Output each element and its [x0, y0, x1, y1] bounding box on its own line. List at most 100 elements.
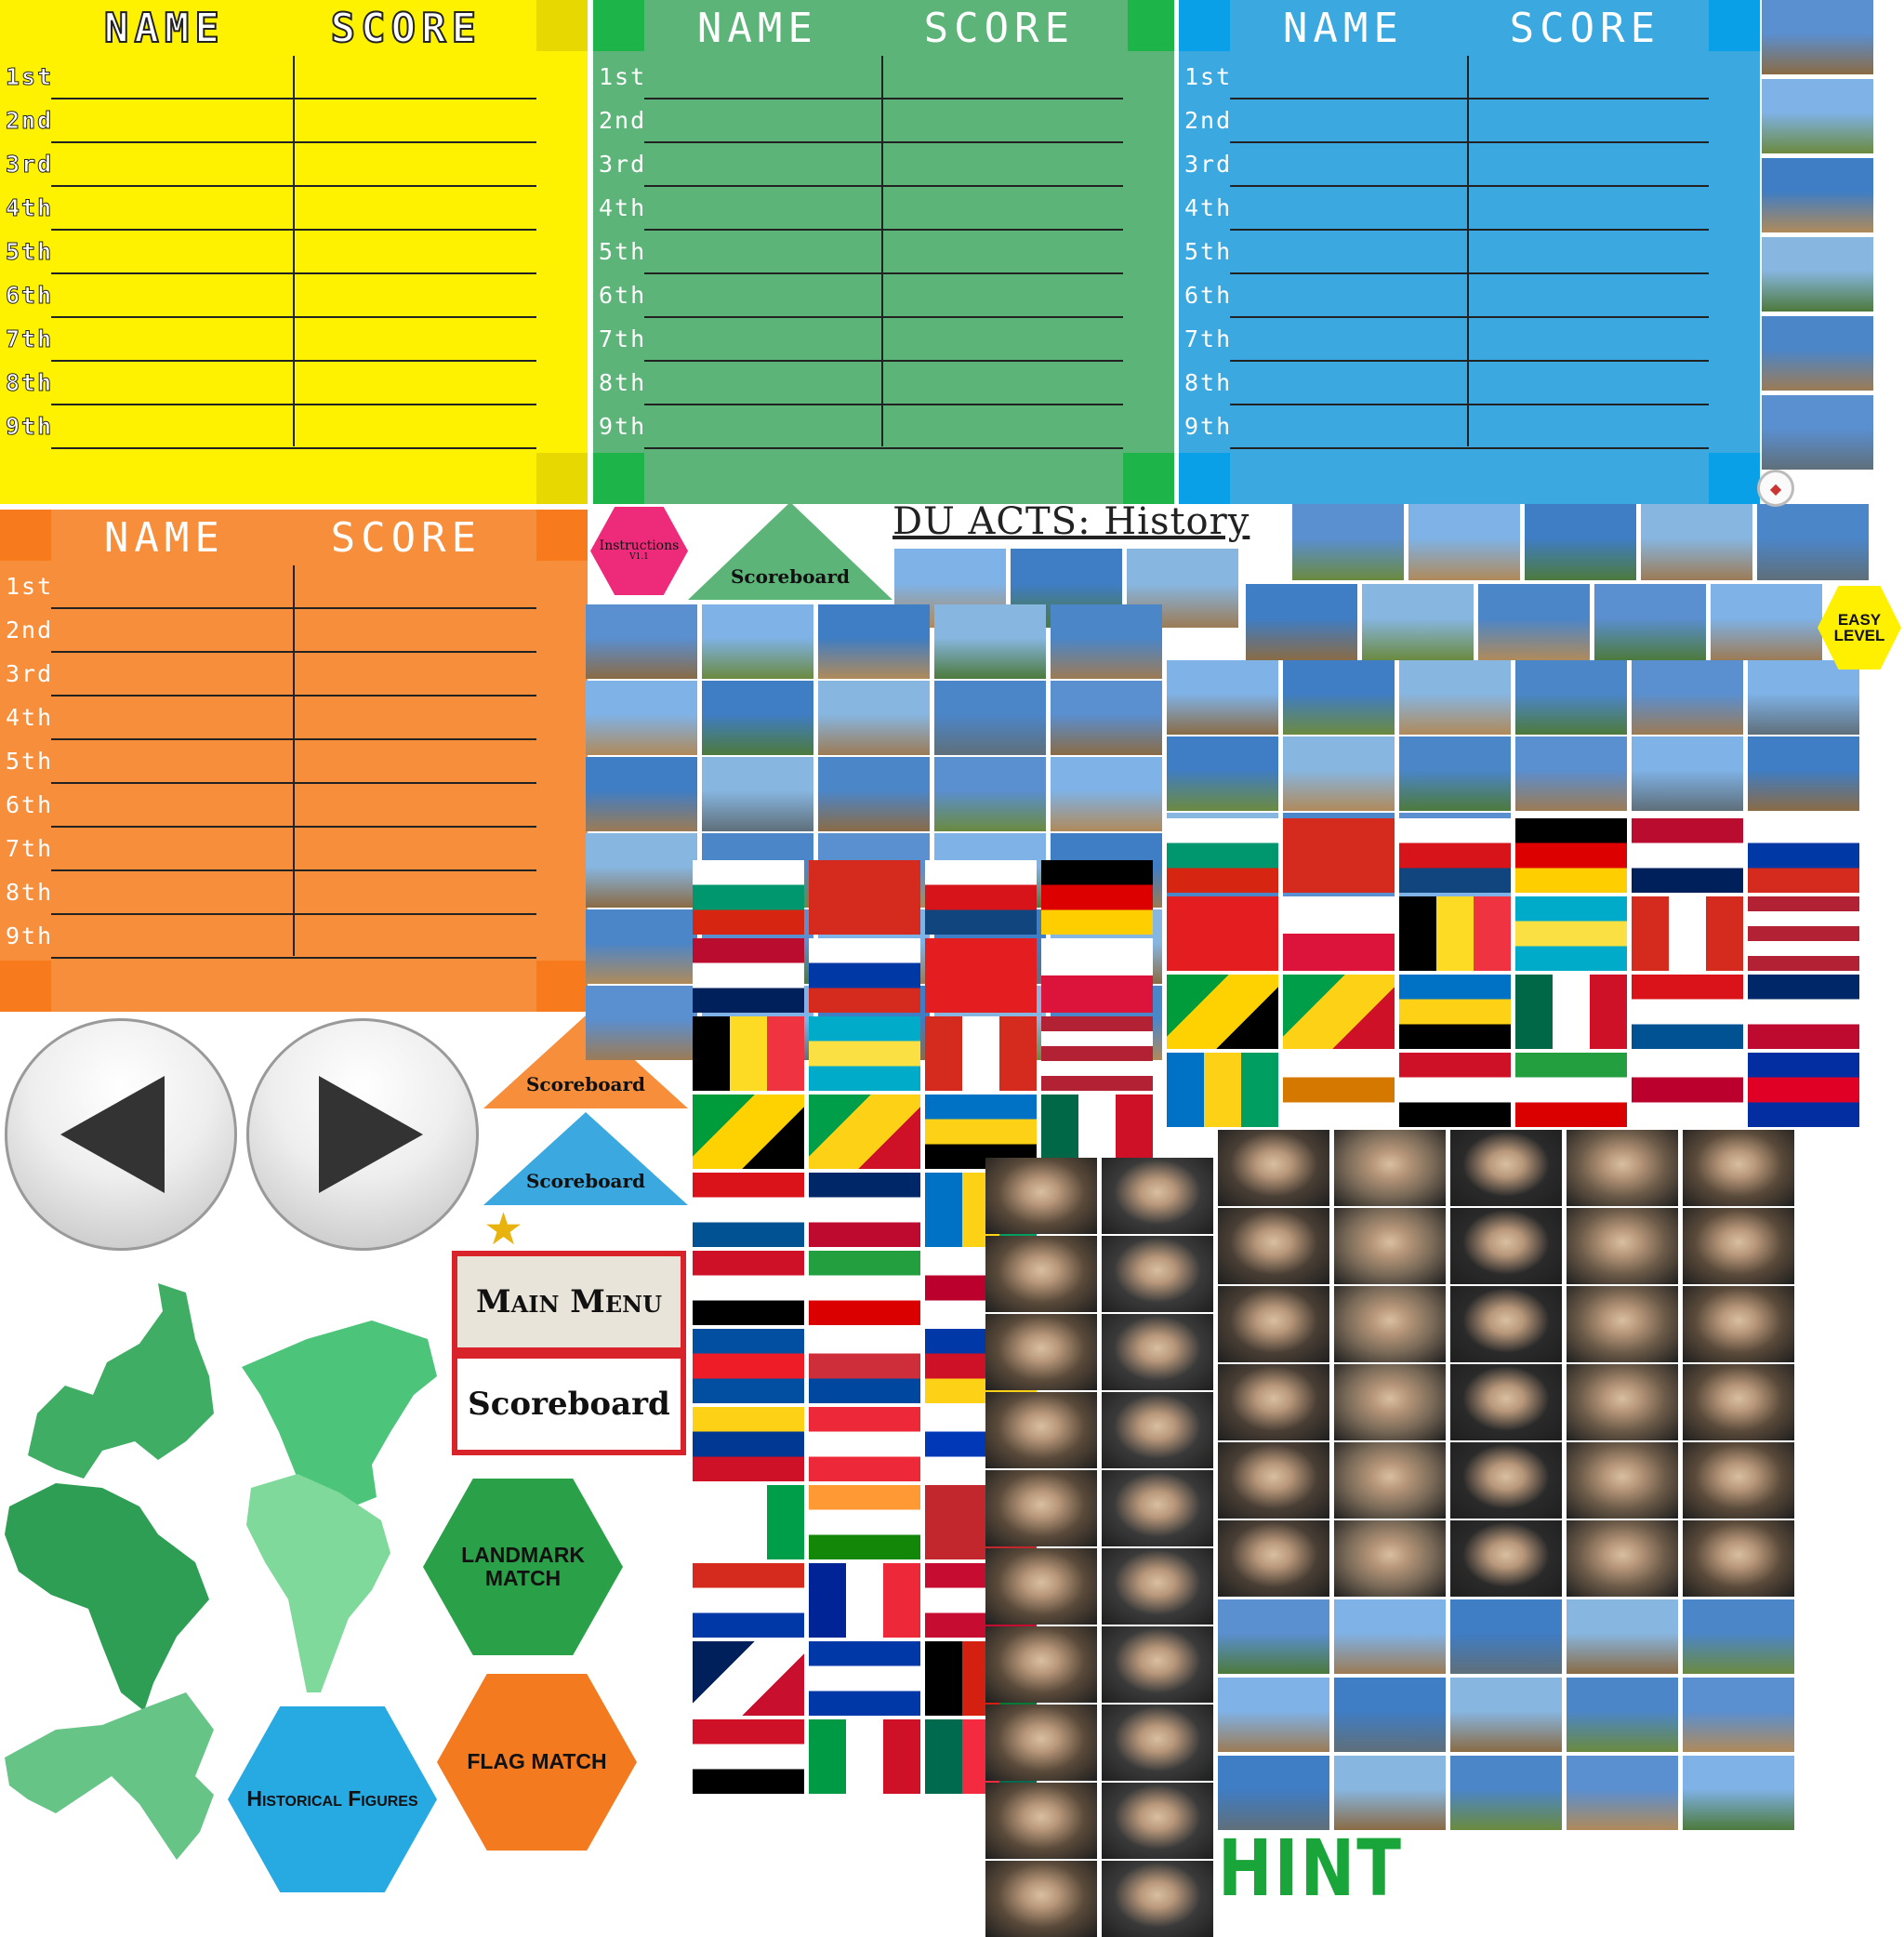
landmark-photo[interactable] — [1757, 504, 1869, 580]
historical-figure-portrait[interactable] — [1567, 1442, 1678, 1519]
country-flag[interactable] — [693, 938, 804, 1013]
country-flag[interactable] — [809, 1251, 920, 1325]
historical-figure-portrait[interactable] — [985, 1470, 1097, 1546]
historical-figure-portrait[interactable] — [1683, 1286, 1794, 1362]
landmark-photo[interactable] — [1283, 660, 1395, 735]
country-flag[interactable] — [1515, 896, 1627, 971]
country-flag[interactable] — [1167, 1053, 1278, 1127]
country-flag[interactable] — [809, 1173, 920, 1247]
flag-match-button[interactable]: FLAG MATCH — [437, 1674, 637, 1851]
country-flag[interactable] — [925, 938, 1037, 1013]
country-flag[interactable] — [925, 1095, 1037, 1169]
historical-figure-portrait[interactable] — [1567, 1520, 1678, 1597]
landmark-photo[interactable] — [1683, 1599, 1794, 1674]
country-flag[interactable] — [1748, 1053, 1859, 1127]
historical-figure-portrait[interactable] — [1102, 1783, 1213, 1859]
landmark-photo[interactable] — [586, 681, 697, 755]
country-flag[interactable] — [1632, 1053, 1743, 1127]
historical-figure-portrait[interactable] — [1102, 1705, 1213, 1781]
country-flag[interactable] — [1632, 975, 1743, 1049]
country-flag[interactable] — [809, 1407, 920, 1481]
country-flag[interactable] — [1632, 818, 1743, 893]
africa-map[interactable] — [5, 1483, 209, 1711]
historical-figure-portrait[interactable] — [1102, 1470, 1213, 1546]
landmark-photo[interactable] — [1683, 1678, 1794, 1752]
landmark-photo[interactable] — [1762, 158, 1873, 232]
landmark-photo[interactable] — [1567, 1678, 1678, 1752]
north-america-map[interactable] — [242, 1320, 437, 1534]
country-flag[interactable] — [1748, 975, 1859, 1049]
historical-figure-portrait[interactable] — [1102, 1314, 1213, 1390]
landmark-photo[interactable] — [1525, 504, 1636, 580]
historical-figure-portrait[interactable] — [1334, 1286, 1446, 1362]
historical-figure-portrait[interactable] — [1450, 1130, 1562, 1206]
scoreboard-button-rect[interactable]: Scoreboard — [452, 1353, 686, 1455]
landmark-photo[interactable] — [1748, 660, 1859, 735]
historical-figure-portrait[interactable] — [1334, 1520, 1446, 1597]
landmark-photo[interactable] — [702, 757, 813, 831]
hint-button[interactable]: HINT — [1218, 1823, 1403, 1915]
historical-figure-portrait[interactable] — [1102, 1548, 1213, 1625]
country-flag[interactable] — [809, 1719, 920, 1794]
landmark-photo[interactable] — [1334, 1678, 1446, 1752]
historical-figure-portrait[interactable] — [1683, 1520, 1794, 1597]
historical-figure-portrait[interactable] — [1102, 1861, 1213, 1937]
landmark-photo[interactable] — [1218, 1599, 1329, 1674]
landmark-photo[interactable] — [1218, 1678, 1329, 1752]
country-flag[interactable] — [693, 1016, 804, 1091]
landmark-photo[interactable] — [1246, 584, 1357, 660]
landmark-photo[interactable] — [1683, 1756, 1794, 1830]
historical-figure-portrait[interactable] — [985, 1392, 1097, 1468]
landmark-photo[interactable] — [1748, 736, 1859, 811]
country-flag[interactable] — [693, 860, 804, 935]
historical-figure-portrait[interactable] — [1567, 1130, 1678, 1206]
landmark-photo[interactable] — [1762, 0, 1873, 74]
europe-map[interactable] — [28, 1283, 214, 1479]
country-flag[interactable] — [1167, 975, 1278, 1049]
country-flag[interactable] — [809, 1016, 920, 1091]
historical-figure-portrait[interactable] — [1218, 1286, 1329, 1362]
historical-figure-portrait[interactable] — [1450, 1286, 1562, 1362]
country-flag[interactable] — [693, 1095, 804, 1169]
landmark-photo[interactable] — [1408, 504, 1520, 580]
scoreboard-button-blue[interactable]: Scoreboard — [483, 1112, 688, 1205]
landmark-photo[interactable] — [1399, 736, 1511, 811]
country-flag[interactable] — [809, 938, 920, 1013]
country-flag[interactable] — [693, 1407, 804, 1481]
historical-figure-portrait[interactable] — [1102, 1626, 1213, 1703]
landmark-photo[interactable] — [1567, 1756, 1678, 1830]
country-flag[interactable] — [693, 1641, 804, 1716]
landmark-photo[interactable] — [1167, 736, 1278, 811]
landmark-photo[interactable] — [1762, 79, 1873, 153]
country-flag[interactable] — [1041, 1095, 1153, 1169]
landmark-photo[interactable] — [586, 604, 697, 679]
historical-figure-portrait[interactable] — [1334, 1442, 1446, 1519]
landmark-photo[interactable] — [1399, 660, 1511, 735]
landmark-photo[interactable] — [1450, 1599, 1562, 1674]
landmark-photo[interactable] — [1632, 736, 1743, 811]
country-flag[interactable] — [925, 1016, 1037, 1091]
historical-figure-portrait[interactable] — [1683, 1442, 1794, 1519]
historical-figure-portrait[interactable] — [985, 1705, 1097, 1781]
landmark-photo[interactable] — [1567, 1599, 1678, 1674]
country-flag[interactable] — [1515, 1053, 1627, 1127]
country-flag[interactable] — [693, 1563, 804, 1638]
landmark-photo[interactable] — [1051, 757, 1162, 831]
instructions-button[interactable]: Instructions V1.1 — [590, 507, 688, 595]
landmark-photo[interactable] — [1641, 504, 1752, 580]
country-flag[interactable] — [1167, 896, 1278, 971]
country-flag[interactable] — [693, 1719, 804, 1794]
landmark-photo[interactable] — [586, 909, 697, 984]
landmark-photo[interactable] — [1218, 1756, 1329, 1830]
landmark-photo[interactable] — [1334, 1756, 1446, 1830]
landmark-photo[interactable] — [702, 604, 813, 679]
previous-button[interactable] — [5, 1018, 237, 1251]
landmark-photo[interactable] — [934, 604, 1046, 679]
historical-figure-portrait[interactable] — [1683, 1364, 1794, 1440]
country-flag[interactable] — [1632, 896, 1743, 971]
historical-figure-portrait[interactable] — [1450, 1442, 1562, 1519]
historical-figure-portrait[interactable] — [985, 1314, 1097, 1390]
historical-figure-portrait[interactable] — [985, 1236, 1097, 1312]
historical-figure-portrait[interactable] — [1218, 1442, 1329, 1519]
landmark-photo[interactable] — [702, 681, 813, 755]
